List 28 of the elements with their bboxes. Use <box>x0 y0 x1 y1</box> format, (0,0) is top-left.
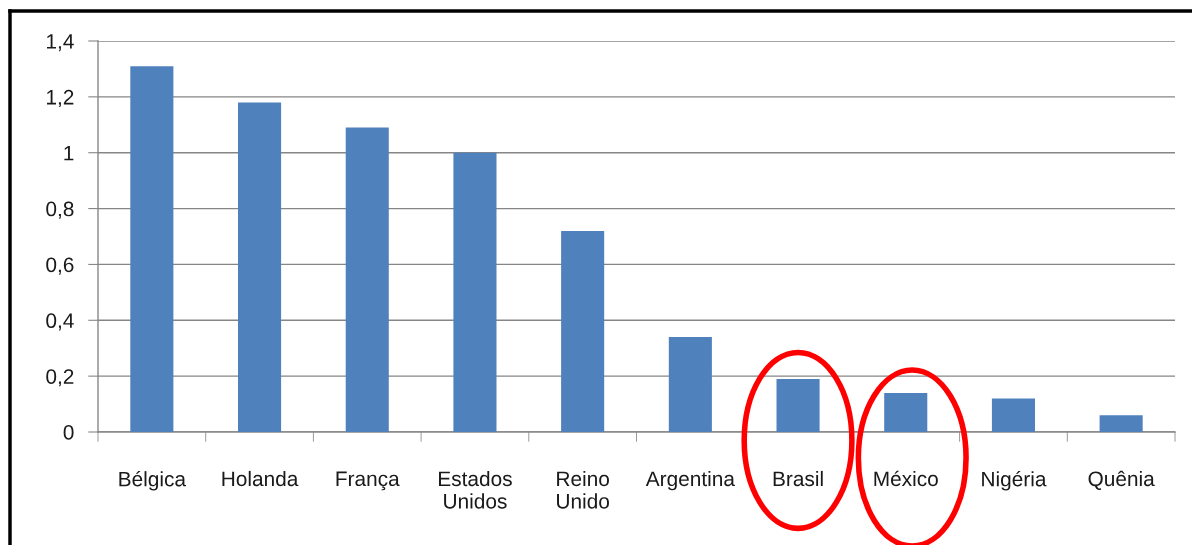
bar <box>238 102 282 432</box>
x-tick-label: Holanda <box>222 470 299 487</box>
x-tick-label: México <box>874 470 938 487</box>
bar <box>1099 415 1143 432</box>
x-tick-label: Quênia <box>1088 470 1155 490</box>
y-tick-label: 0,2 <box>46 369 74 387</box>
bar <box>991 398 1035 432</box>
bar <box>345 127 389 432</box>
bar <box>884 392 928 432</box>
bar <box>453 152 497 432</box>
x-tick-label: França <box>336 471 400 491</box>
y-tick-label: 0,8 <box>46 201 74 219</box>
x-tick-label: Nigéria <box>982 470 1047 491</box>
y-tick-label: 0 <box>63 425 74 440</box>
y-tick-label: 0,4 <box>46 313 74 331</box>
x-tick-label: Reino Unido <box>557 470 609 509</box>
y-tick-label: 0,6 <box>46 257 74 275</box>
y-tick-label: 1,2 <box>47 89 74 108</box>
y-tick-label: 1,4 <box>47 34 74 52</box>
bar <box>130 66 174 432</box>
bar <box>776 378 820 432</box>
x-tick-label: Argentina <box>645 470 735 491</box>
x-tick-label: Brasil <box>773 470 823 487</box>
bar <box>668 337 712 432</box>
bar <box>561 230 605 432</box>
x-tick-label: Estados Unidos <box>439 470 512 509</box>
x-tick-label: Bélgica <box>119 470 187 491</box>
y-tick-label: 1 <box>64 145 74 161</box>
